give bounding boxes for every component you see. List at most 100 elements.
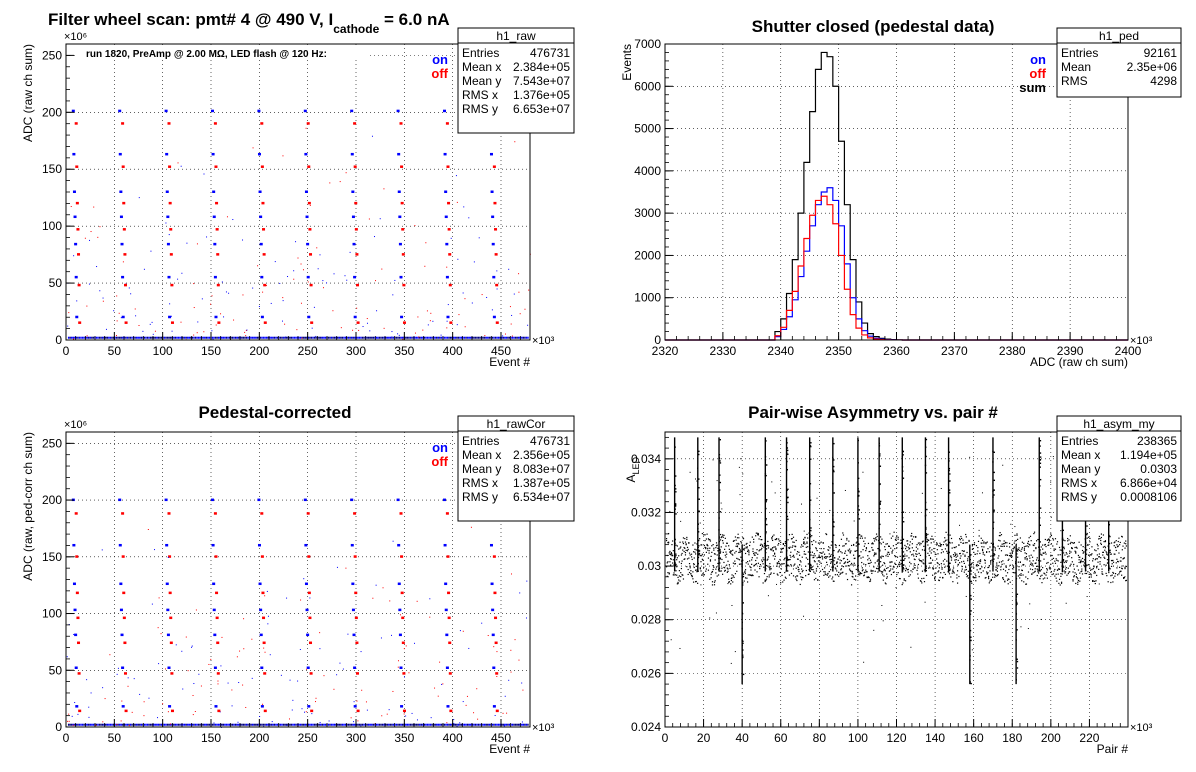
point-on [445,633,449,637]
point-baseline [91,723,93,726]
asym-outlier [873,629,875,631]
point-off [216,672,220,675]
point-noise [484,335,486,337]
asym-point [1075,546,1078,548]
asym-spike-point [786,469,788,471]
asym-point [1095,558,1097,560]
point-on [397,190,401,193]
point-noise [379,218,381,220]
asym-point [730,552,732,554]
asym-point [1005,575,1007,577]
asym-point [917,548,919,550]
asym-point [1054,575,1056,577]
point-noise [291,709,293,711]
point-baseline [417,336,419,339]
point-baseline [395,336,398,339]
point-baseline [286,336,288,339]
point-on [492,275,496,279]
asym-point [749,544,751,547]
point-noise [271,721,273,723]
asym-spike-point [993,494,995,496]
asym-point [852,576,854,578]
asym-point [770,572,772,574]
asym-point [759,564,762,566]
point-baseline [77,723,79,726]
point-noise [521,682,523,684]
asym-point [1010,555,1012,558]
asym-point [952,554,955,556]
point-baseline [504,723,506,726]
asym-point [1077,569,1080,571]
asym-point [1101,568,1103,570]
point-on [351,608,355,612]
asym-point [980,542,982,544]
asym-point [1044,573,1046,575]
asym-point [679,541,681,543]
asym-outlier [694,478,696,480]
asym-point [887,555,889,557]
point-off [168,591,172,595]
asym-point [775,538,777,541]
asym-point [711,545,713,547]
point-noise [508,679,510,681]
asym-point [863,574,866,576]
point-baseline [518,336,520,339]
asym-point [1081,557,1084,560]
asym-point [791,533,793,535]
asym-point [721,535,723,538]
asym-point [780,541,782,543]
asym-spike-point [765,474,767,477]
asym-point [672,562,674,564]
asym-point [931,567,934,569]
asym-point [1103,556,1105,558]
asym-point [933,547,935,550]
asym-point [684,541,687,543]
asym-point [1023,542,1025,544]
point-noise [504,695,506,697]
point-baseline [499,723,501,726]
asym-point [755,563,757,565]
point-noise [181,272,183,274]
point-noise [391,336,393,338]
asym-point [856,541,858,543]
asym-point [855,550,857,552]
point-on [491,242,495,246]
asym-point [734,573,737,575]
asym-point [1010,556,1013,558]
asym-point [1067,537,1069,540]
asym-spike-point [993,509,995,511]
asym-point [911,535,913,537]
asym-point [795,578,797,580]
asym-spike-point [809,563,812,566]
asym-point [950,559,953,561]
point-baseline [408,723,410,726]
asym-point [817,542,820,544]
point-baseline [228,336,231,339]
stats-row-value: 0.0008106 [1120,490,1177,504]
asym-point [923,563,925,565]
asym-point [913,549,915,552]
asym-point [1096,543,1098,545]
point-noise [127,685,129,687]
asym-point [1042,544,1044,546]
point-noise [151,603,153,605]
point-noise [88,283,90,285]
asym-point [693,557,695,559]
asym-point [758,538,760,540]
asym-spike-point [786,449,789,452]
ticks-rawcor: 0 50 100 150 200 250 300 350 400 4500501001502002… [42,431,531,745]
asym-point [913,555,915,557]
asym-point [835,546,837,548]
point-noise [293,278,295,280]
point-baseline [267,336,269,339]
asym-point [749,566,751,568]
point-on [212,608,216,612]
asym-point [961,565,963,568]
asym-point [971,566,973,568]
asym-point [766,544,768,547]
asym-point [996,574,999,576]
asym-spike-point [949,492,951,494]
point-baseline [261,336,263,339]
asym-point [1077,579,1080,582]
asym-outlier [1032,565,1034,567]
